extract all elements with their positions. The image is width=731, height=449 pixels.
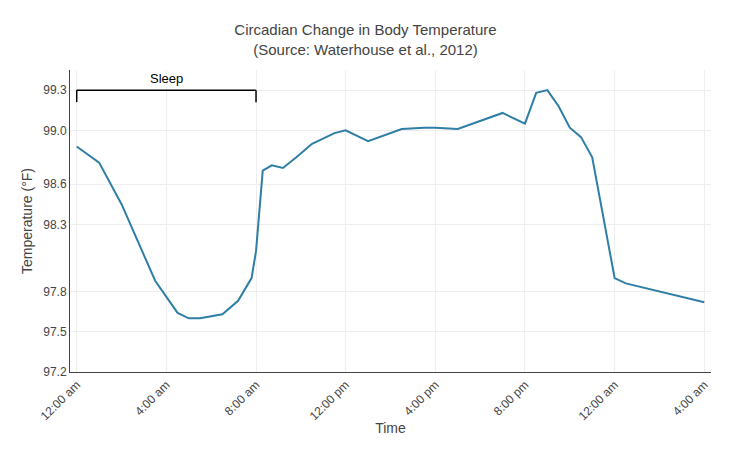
svg-text:Circadian Change in Body Tempe: Circadian Change in Body Temperature(Sou… (234, 21, 496, 58)
svg-text:Sleep: Sleep (150, 71, 183, 86)
svg-text:12:00 am: 12:00 am (38, 378, 83, 423)
svg-text:97.5: 97.5 (43, 325, 67, 339)
svg-text:99.3: 99.3 (43, 83, 67, 97)
svg-text:4:00 am: 4:00 am (132, 378, 173, 419)
svg-text:4:00 am: 4:00 am (670, 378, 711, 419)
svg-text:12:00 am: 12:00 am (576, 378, 621, 423)
svg-text:99.0: 99.0 (43, 124, 67, 138)
svg-text:Time: Time (375, 420, 406, 436)
svg-text:98.6: 98.6 (43, 177, 67, 191)
svg-text:8:00 am: 8:00 am (222, 378, 263, 419)
svg-text:98.3: 98.3 (43, 218, 67, 232)
svg-text:Temperature (°F): Temperature (°F) (19, 168, 35, 274)
svg-text:4:00 pm: 4:00 pm (401, 378, 442, 419)
svg-text:97.2: 97.2 (43, 365, 67, 379)
svg-text:12:00 pm: 12:00 pm (307, 378, 352, 423)
svg-text:8:00 pm: 8:00 pm (491, 378, 532, 419)
svg-text:97.8: 97.8 (43, 285, 67, 299)
